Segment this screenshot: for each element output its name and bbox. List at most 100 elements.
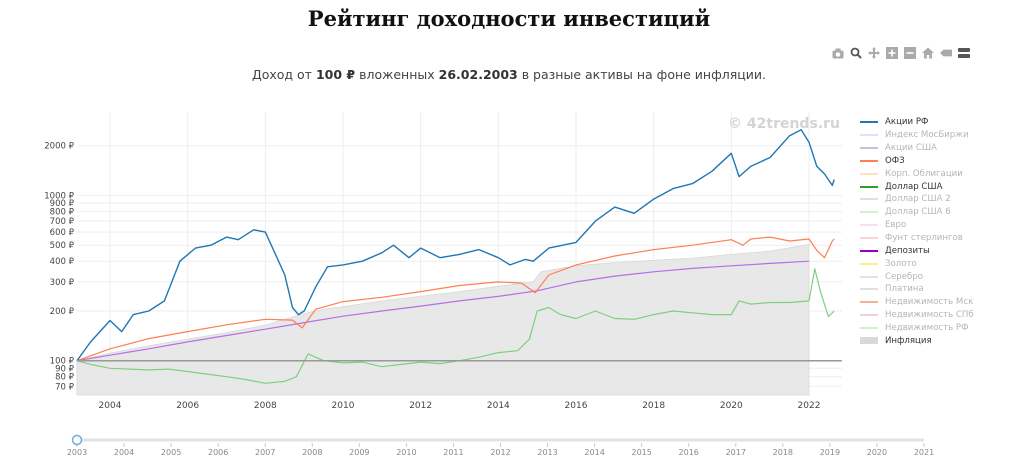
- y-tick-label: 400 ₽: [50, 257, 75, 267]
- legend-label: Недвижимость СПб: [885, 310, 974, 321]
- watermark: © 42trends.ru: [728, 116, 840, 132]
- legend-item[interactable]: Евро: [860, 219, 974, 232]
- slider-year-label: 2003: [67, 448, 87, 457]
- y-tick-label: 600 ₽: [50, 228, 75, 238]
- x-tick-label: 2018: [642, 401, 665, 411]
- slider-year-label: 2020: [867, 448, 887, 457]
- chart-legend: Акции РФ Индекс МосБиржи Акции США ОФЗ Корп.…: [860, 116, 974, 347]
- legend-item[interactable]: Доллар США: [860, 180, 974, 193]
- slider-handle[interactable]: [71, 434, 83, 446]
- legend-label: Доллар США: [885, 181, 943, 192]
- legend-item[interactable]: Инфляция: [860, 334, 974, 347]
- legend-swatch: [860, 314, 878, 317]
- series-line: [76, 268, 835, 384]
- legend-swatch: [860, 159, 878, 162]
- legend-label: Акции США: [885, 143, 937, 154]
- y-tick-label: 700 ₽: [50, 217, 75, 227]
- slider-year-label: 2010: [396, 448, 416, 457]
- slider-year-label: 2005: [161, 448, 181, 457]
- home-icon[interactable]: [922, 47, 934, 59]
- legend-swatch: [860, 326, 878, 329]
- slider-year-label: 2021: [914, 448, 934, 457]
- hover-compare-icon[interactable]: [958, 47, 970, 59]
- legend-swatch: [860, 147, 878, 150]
- legend-swatch: [860, 134, 878, 137]
- slider-year-label: 2019: [820, 448, 840, 457]
- slider-year-label: 2004: [114, 448, 134, 457]
- camera-icon[interactable]: [832, 47, 844, 59]
- hover-closest-icon[interactable]: [940, 47, 952, 59]
- slider-year-label: 2008: [302, 448, 322, 457]
- x-tick-label: 2016: [565, 401, 588, 411]
- y-tick-label: 300 ₽: [50, 278, 75, 288]
- subtitle-prefix: Доход от: [251, 67, 312, 82]
- legend-label: Корп. Облигации: [885, 168, 963, 179]
- subtitle-suffix: в разные активы на фоне инфляции.: [521, 67, 767, 82]
- legend-item[interactable]: Акции США: [860, 142, 974, 155]
- subtitle-date: 26.02.2003: [438, 67, 518, 82]
- legend-label: Платина: [885, 284, 924, 295]
- legend-swatch: [860, 211, 878, 214]
- slider-year-label: 2014: [584, 448, 604, 457]
- slider-year-label: 2007: [255, 448, 275, 457]
- series-line: [76, 236, 835, 362]
- y-tick-label: 70 ₽: [55, 382, 75, 392]
- subtitle-amount: 100 ₽: [315, 67, 356, 82]
- x-tick-label: 2010: [332, 401, 355, 411]
- legend-label: Инфляция: [885, 335, 932, 346]
- y-tick-label: 80 ₽: [55, 373, 75, 383]
- legend-item[interactable]: Акции РФ: [860, 116, 974, 129]
- chart-subtitle: Доход от 100 ₽ вложенных 26.02.2003 в ра…: [0, 67, 1018, 82]
- legend-item[interactable]: Индекс МосБиржи: [860, 129, 974, 142]
- legend-label: Недвижимость РФ: [885, 322, 969, 333]
- legend-swatch: [860, 198, 878, 201]
- legend-label: Доллар США 6: [885, 207, 951, 218]
- x-tick-label: 2004: [99, 401, 122, 411]
- legend-label: Золото: [885, 258, 917, 269]
- legend-swatch: [860, 301, 878, 304]
- y-tick-label: 500 ₽: [50, 241, 75, 251]
- legend-swatch: [860, 172, 878, 175]
- page-title: Рейтинг доходности инвестиций: [307, 6, 711, 31]
- slider-year-label: 2017: [726, 448, 746, 457]
- legend-item[interactable]: Депозиты: [860, 244, 974, 257]
- legend-item[interactable]: ОФЗ: [860, 155, 974, 168]
- pan-icon[interactable]: [868, 47, 880, 59]
- legend-label: Недвижимость Мск: [885, 297, 974, 308]
- legend-item[interactable]: Доллар США 2: [860, 193, 974, 206]
- slider-year-label: 2016: [679, 448, 699, 457]
- legend-label: Индекс МосБиржи: [885, 130, 969, 141]
- slider-year-label: 2009: [349, 448, 369, 457]
- zoom-out-icon[interactable]: [904, 47, 916, 59]
- legend-swatch: [860, 275, 878, 278]
- slider-year-label: 2012: [490, 448, 510, 457]
- legend-swatch: [860, 249, 878, 252]
- y-tick-label: 200 ₽: [50, 307, 75, 317]
- slider-year-label: 2013: [537, 448, 557, 457]
- zoom-in-icon[interactable]: [886, 47, 898, 59]
- legend-label: Депозиты: [885, 245, 930, 256]
- x-tick-label: 2006: [176, 401, 199, 411]
- legend-item[interactable]: Недвижимость Мск: [860, 296, 974, 309]
- legend-item[interactable]: Платина: [860, 283, 974, 296]
- x-tick-label: 2014: [487, 401, 510, 411]
- x-tick-label: 2008: [254, 401, 277, 411]
- subtitle-middle: вложенных: [359, 67, 435, 82]
- legend-label: Акции РФ: [885, 117, 929, 128]
- legend-item[interactable]: Серебро: [860, 270, 974, 283]
- legend-swatch: [860, 262, 878, 265]
- legend-label: ОФЗ: [885, 155, 905, 166]
- y-tick-label: 800 ₽: [50, 207, 75, 217]
- legend-item[interactable]: Корп. Облигации: [860, 167, 974, 180]
- zoom-icon[interactable]: [850, 47, 862, 59]
- y-tick-label: 90 ₽: [55, 364, 75, 374]
- legend-item[interactable]: Доллар США 6: [860, 206, 974, 219]
- legend-item[interactable]: Золото: [860, 257, 974, 270]
- legend-item[interactable]: Недвижимость СПб: [860, 309, 974, 322]
- legend-item[interactable]: Недвижимость РФ: [860, 322, 974, 335]
- legend-item[interactable]: Фунт стерлингов: [860, 232, 974, 245]
- legend-swatch: [860, 288, 878, 291]
- y-tick-label: 2000 ₽: [44, 142, 74, 152]
- slider-year-label: 2018: [773, 448, 793, 457]
